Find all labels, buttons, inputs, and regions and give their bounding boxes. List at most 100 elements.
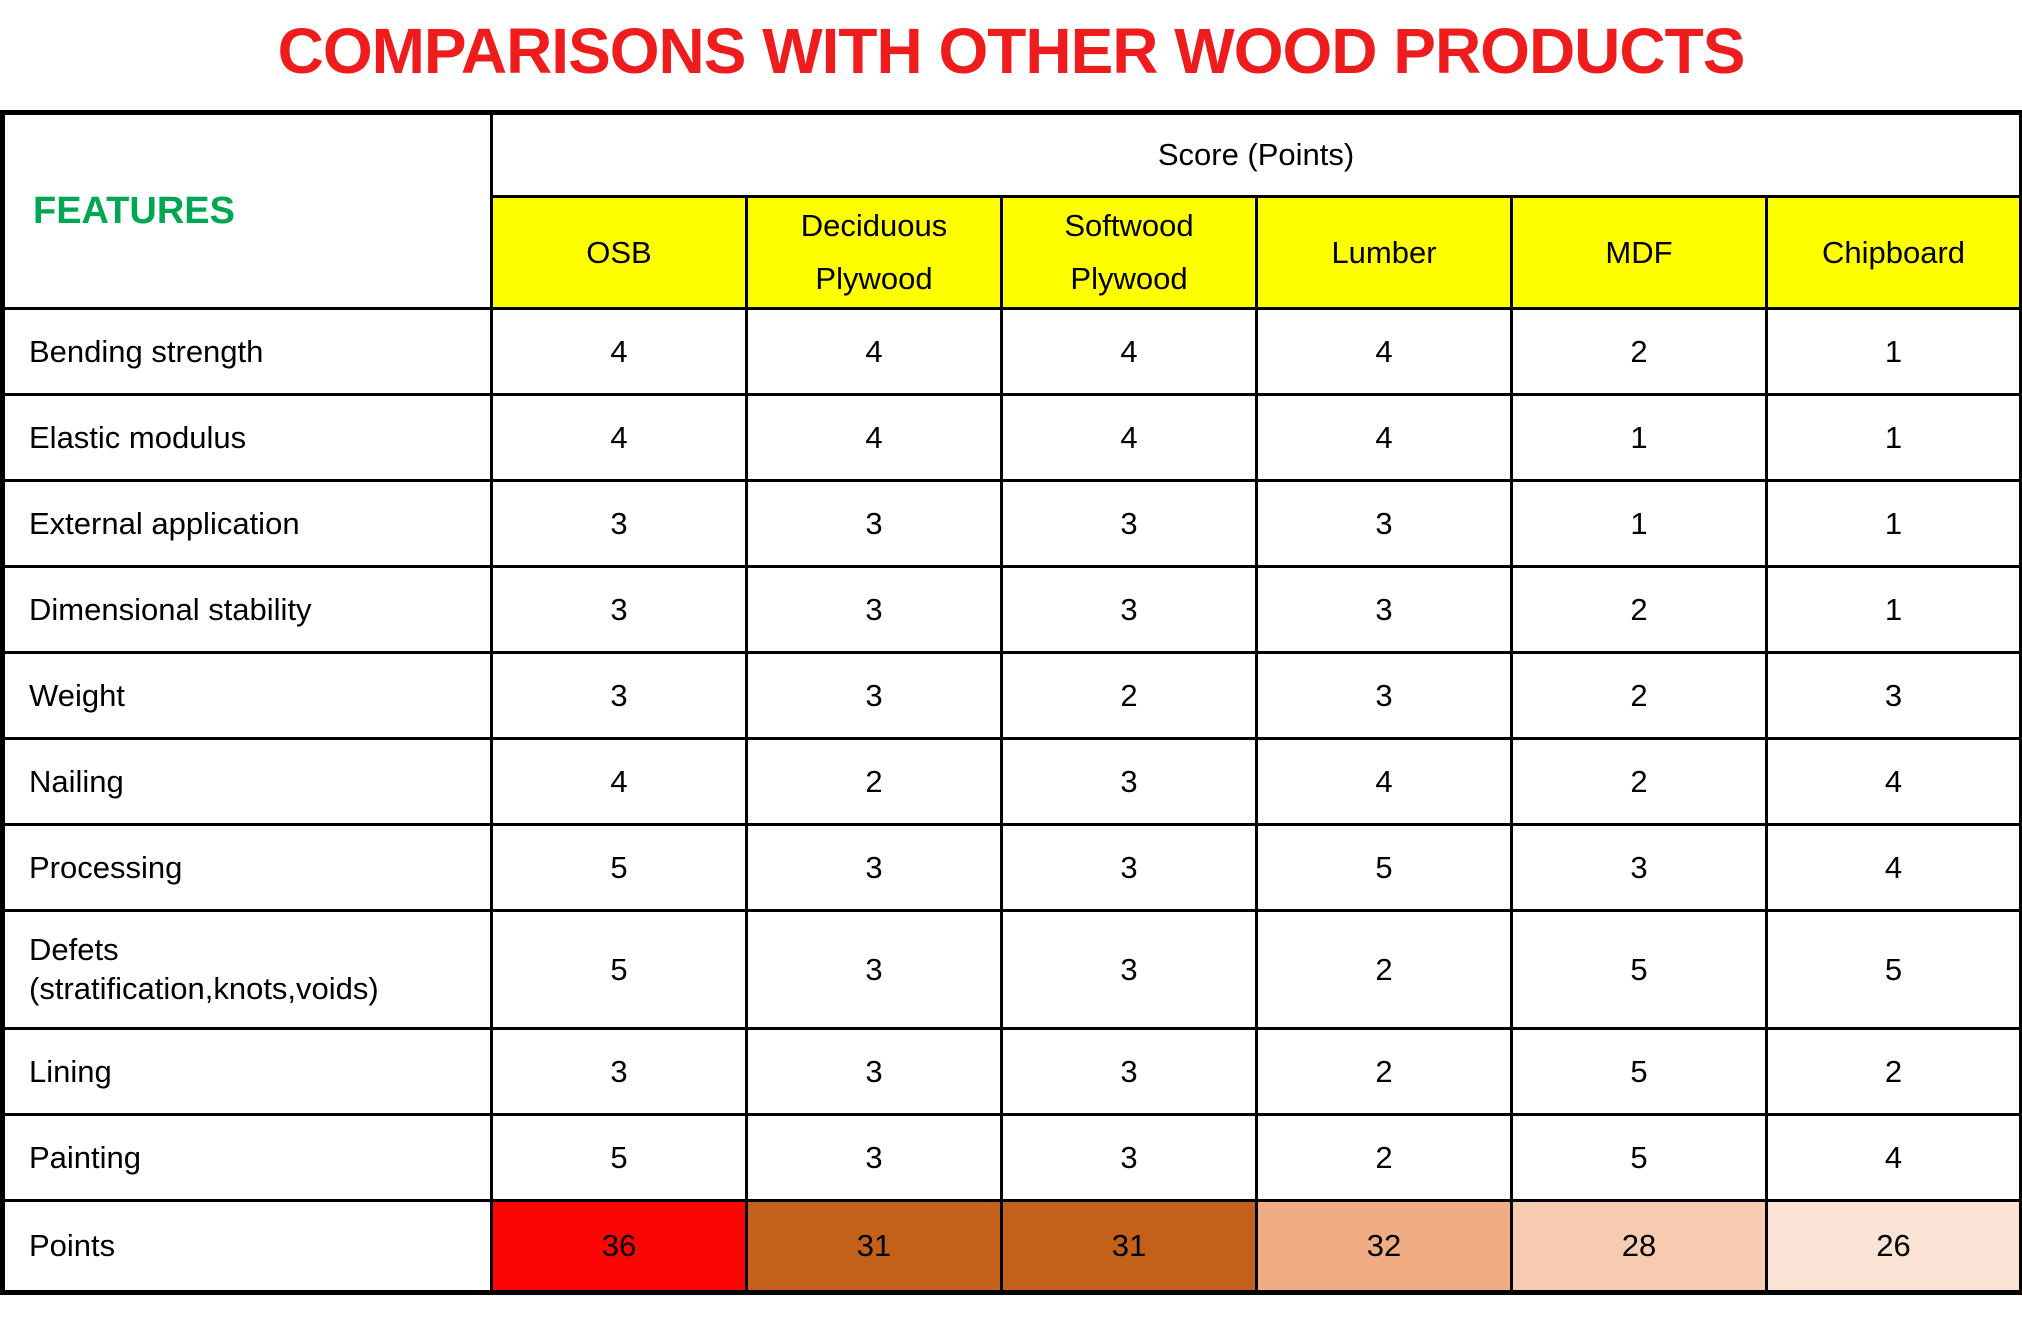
feature-label: Nailing [1, 737, 493, 827]
table-row: Dimensional stability 3 3 3 3 2 1 [1, 565, 2022, 655]
score-cell: 3 [1000, 565, 1258, 655]
table-row: Weight 3 3 2 3 2 3 [1, 651, 2022, 741]
score-cell: 1 [1764, 307, 2022, 397]
points-label: Points [1, 1199, 493, 1295]
feature-label: Elastic modulus [1, 393, 493, 483]
score-header-row: FEATURES Score (Points) [1, 111, 2022, 311]
feature-label: External application [1, 479, 493, 569]
score-cell: 5 [1764, 909, 2022, 1031]
score-cell: 3 [490, 479, 748, 569]
score-cell: 1 [1764, 565, 2022, 655]
score-cell: 4 [1000, 393, 1258, 483]
score-cell: 1 [1764, 393, 2022, 483]
score-cell: 2 [1510, 737, 1768, 827]
score-cell: 3 [490, 651, 748, 741]
score-cell: 5 [1510, 1027, 1768, 1117]
score-cell: 3 [1510, 823, 1768, 913]
score-cell: 2 [1510, 565, 1768, 655]
feature-label: Weight [1, 651, 493, 741]
score-cell: 4 [490, 737, 748, 827]
score-cell: 4 [745, 393, 1003, 483]
score-cell: 3 [1000, 823, 1258, 913]
score-cell: 4 [490, 393, 748, 483]
score-cell: 4 [1764, 1113, 2022, 1203]
score-cell: 3 [1255, 479, 1513, 569]
table-row: Painting 5 3 3 2 5 4 [1, 1113, 2022, 1203]
score-cell: 3 [745, 909, 1003, 1031]
points-total-deciduous-plywood: 31 [745, 1199, 1003, 1295]
score-cell: 3 [1764, 651, 2022, 741]
score-cell: 3 [1000, 1027, 1258, 1117]
score-cell: 3 [745, 1113, 1003, 1203]
column-header-mdf: MDF [1510, 195, 1768, 311]
score-cell: 1 [1764, 479, 2022, 569]
score-cell: 2 [1255, 909, 1513, 1031]
score-cell: 3 [745, 651, 1003, 741]
score-points-header: Score (Points) [489, 111, 2022, 199]
score-cell: 3 [1000, 737, 1258, 827]
table-row: Nailing 4 2 3 4 2 4 [1, 737, 2022, 827]
score-cell: 2 [1255, 1113, 1513, 1203]
score-cell: 2 [745, 737, 1003, 827]
score-cell: 5 [490, 909, 748, 1031]
page-title: COMPARISONS WITH OTHER WOOD PRODUCTS [277, 15, 1746, 87]
points-total-osb: 36 [490, 1199, 748, 1295]
score-cell: 1 [1510, 393, 1768, 483]
feature-label: Dimensional stability [1, 565, 493, 655]
score-cell: 2 [1764, 1027, 2022, 1117]
score-cell: 2 [1255, 1027, 1513, 1117]
points-row: Points 36 31 31 32 28 26 [1, 1199, 2022, 1295]
feature-label: Painting [1, 1113, 493, 1203]
column-header-osb: OSB [490, 195, 748, 311]
features-header: FEATURES [1, 111, 493, 311]
score-cell: 2 [1510, 651, 1768, 741]
table-row: External application 3 3 3 3 1 1 [1, 479, 2022, 569]
score-cell: 5 [490, 1113, 748, 1203]
score-cell: 3 [1000, 479, 1258, 569]
table-row: Defets (stratification,knots,voids) 5 3 … [1, 909, 2022, 1031]
score-cell: 3 [490, 565, 748, 655]
points-total-lumber: 32 [1255, 1199, 1513, 1295]
table-row: Bending strength 4 4 4 4 2 1 [1, 307, 2022, 397]
score-cell: 3 [1000, 909, 1258, 1031]
score-cell: 5 [490, 823, 748, 913]
score-cell: 4 [1255, 737, 1513, 827]
score-cell: 4 [1000, 307, 1258, 397]
score-cell: 3 [745, 1027, 1003, 1117]
score-cell: 4 [1764, 823, 2022, 913]
score-cell: 5 [1255, 823, 1513, 913]
score-cell: 3 [745, 479, 1003, 569]
feature-label: Bending strength [1, 307, 493, 397]
score-cell: 5 [1510, 909, 1768, 1031]
feature-label: Defets (stratification,knots,voids) [1, 909, 493, 1031]
score-cell: 3 [1255, 651, 1513, 741]
score-cell: 4 [1764, 737, 2022, 827]
table-row: Elastic modulus 4 4 4 4 1 1 [1, 393, 2022, 483]
column-header-chipboard: Chipboard [1764, 195, 2022, 311]
table-row: Processing 5 3 3 5 3 4 [1, 823, 2022, 913]
points-total-chipboard: 26 [1764, 1199, 2022, 1295]
column-header-deciduous-plywood: Deciduous Plywood [745, 195, 1003, 311]
score-cell: 1 [1510, 479, 1768, 569]
product-header-row: OSB Deciduous Plywood Softwood Plywood L… [3, 195, 2022, 311]
score-cell: 3 [1000, 1113, 1258, 1203]
comparison-table: FEATURES Score (Points) OSB Deciduous Pl… [0, 110, 2022, 1296]
score-cell: 4 [1255, 307, 1513, 397]
points-total-mdf: 28 [1510, 1199, 1768, 1295]
score-cell: 4 [745, 307, 1003, 397]
score-cell: 4 [1255, 393, 1513, 483]
points-total-softwood-plywood: 31 [1000, 1199, 1258, 1295]
column-header-softwood-plywood: Softwood Plywood [1000, 195, 1258, 311]
score-cell: 5 [1510, 1113, 1768, 1203]
score-cell: 3 [745, 823, 1003, 913]
feature-label: Lining [1, 1027, 493, 1117]
table-row: Lining 3 3 3 2 5 2 [1, 1027, 2022, 1117]
score-cell: 3 [745, 565, 1003, 655]
column-header-lumber: Lumber [1255, 195, 1513, 311]
score-cell: 3 [490, 1027, 748, 1117]
score-cell: 3 [1255, 565, 1513, 655]
score-cell: 2 [1000, 651, 1258, 741]
feature-label: Processing [1, 823, 493, 913]
score-cell: 2 [1510, 307, 1768, 397]
score-cell: 4 [490, 307, 748, 397]
